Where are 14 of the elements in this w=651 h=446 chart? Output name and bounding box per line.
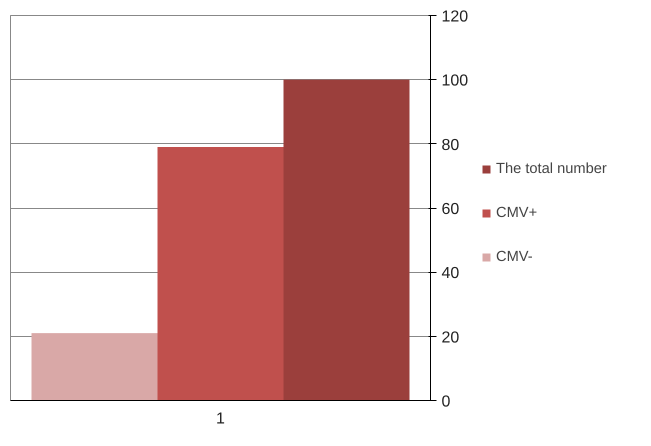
y-tick-label: 100 bbox=[442, 72, 468, 90]
y-tick-label: 60 bbox=[442, 201, 460, 218]
legend-label: The total number bbox=[496, 160, 607, 176]
y-tick-label: 120 bbox=[442, 8, 468, 26]
y-tick-label: 0 bbox=[442, 394, 450, 410]
legend-label: CMV+ bbox=[496, 204, 538, 220]
bar bbox=[32, 333, 158, 400]
bar bbox=[158, 147, 284, 400]
x-tick-label: 1 bbox=[216, 410, 226, 428]
bar bbox=[284, 80, 410, 400]
y-tick-label: 40 bbox=[442, 265, 460, 282]
y-tick-label: 80 bbox=[442, 136, 460, 154]
legend-label: CMV- bbox=[496, 248, 533, 264]
y-tick-label: 20 bbox=[442, 329, 460, 346]
